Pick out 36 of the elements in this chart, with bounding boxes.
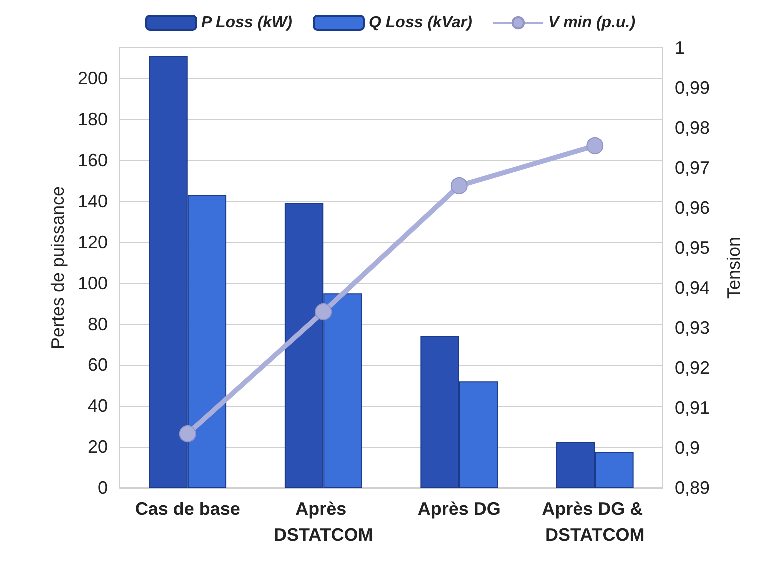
legend-label: Q Loss (kVar)	[369, 14, 472, 32]
legend-label: P Loss (kW)	[201, 14, 292, 32]
point	[179, 426, 196, 442]
x-tick-label: Après DSTATCOM	[274, 499, 374, 545]
x-tick-label: Cas de base	[135, 499, 240, 519]
x-tick-label: Après DG & DSTATCOM	[542, 499, 648, 545]
y2-tick-label: 0,96	[675, 198, 710, 218]
y2-tick-label: 0,97	[675, 158, 710, 178]
y2-tick-label: 1	[675, 38, 686, 58]
y-tick-label: 20	[88, 437, 108, 458]
x-tick-label: Après DG	[418, 499, 501, 519]
point	[315, 304, 332, 320]
y-tick-label: 60	[88, 355, 108, 376]
y2-tick-label: 0,9	[675, 438, 700, 458]
y2-tick-label: 0,91	[675, 398, 710, 418]
y-tick-label: 140	[78, 191, 108, 212]
y-tick-label: 80	[88, 314, 108, 334]
point	[586, 138, 604, 154]
y-axis-title: Pertes de puissance	[48, 186, 68, 350]
y-tick-label: 100	[78, 273, 108, 294]
y2-tick-label: 0,93	[675, 318, 710, 338]
y2-tick-label: 0,92	[675, 358, 710, 378]
y2-tick-label: 0,98	[675, 118, 710, 138]
y-tick-label: 180	[78, 110, 108, 130]
point	[450, 178, 468, 194]
y-tick-label: 0	[98, 478, 108, 498]
y2-tick-label: 0,94	[675, 278, 710, 298]
y2-tick-label: 0,89	[675, 478, 710, 498]
y-tick-label: 200	[78, 68, 108, 89]
y2-tick-label: 0,99	[675, 78, 710, 98]
y-tick-label: 120	[78, 232, 108, 252]
y-tick-label: 40	[88, 396, 108, 416]
legend-label: V min (p.u.)	[548, 14, 636, 32]
y2-tick-label: 0,95	[675, 238, 710, 258]
y-tick-label: 160	[78, 150, 108, 171]
y2-axis-title: Tension	[724, 236, 744, 300]
